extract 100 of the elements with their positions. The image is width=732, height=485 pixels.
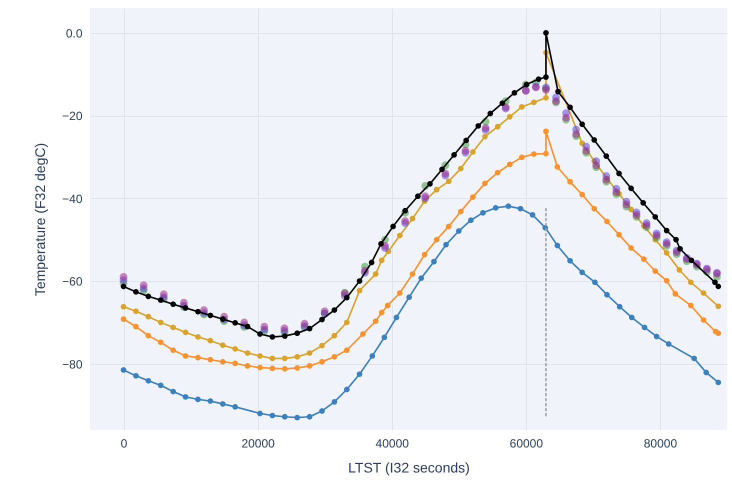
point <box>232 320 238 326</box>
point <box>691 356 697 362</box>
x-tick-label: 0 <box>120 436 128 450</box>
point <box>120 316 126 322</box>
point <box>458 208 464 214</box>
point <box>382 334 388 340</box>
point <box>300 320 308 328</box>
point <box>506 203 512 209</box>
point <box>378 258 385 264</box>
point <box>579 121 585 128</box>
point <box>270 334 276 340</box>
point <box>554 242 560 248</box>
point <box>372 318 378 324</box>
x-axis-title: LTST (I32 seconds) <box>348 460 470 476</box>
point <box>604 218 610 224</box>
point <box>543 94 549 101</box>
point <box>603 153 610 159</box>
point <box>356 288 362 294</box>
point <box>158 339 164 346</box>
point <box>257 364 263 370</box>
point <box>616 232 622 238</box>
point <box>700 290 706 296</box>
point <box>463 138 469 144</box>
point <box>244 324 250 330</box>
point <box>158 320 164 326</box>
point <box>182 330 188 336</box>
point <box>543 128 549 134</box>
point <box>703 370 710 376</box>
point <box>257 331 263 337</box>
point <box>270 356 276 362</box>
point <box>402 208 408 214</box>
point <box>567 104 573 110</box>
point <box>208 398 214 404</box>
point <box>536 76 542 82</box>
point <box>410 271 416 277</box>
point <box>344 347 350 353</box>
point <box>628 245 634 251</box>
point <box>688 302 694 308</box>
point <box>494 170 501 176</box>
point <box>418 275 424 281</box>
point <box>170 347 176 353</box>
point <box>664 278 670 284</box>
point <box>543 30 549 36</box>
point <box>715 330 722 336</box>
point <box>195 334 201 340</box>
point <box>410 216 416 222</box>
point <box>257 353 263 359</box>
x-tick-label: 80000 <box>644 436 678 450</box>
point <box>431 258 437 264</box>
point <box>628 206 634 212</box>
point <box>666 341 672 347</box>
point <box>332 307 338 313</box>
point <box>487 110 494 116</box>
point <box>294 414 300 420</box>
point <box>652 268 658 274</box>
point <box>712 279 718 286</box>
point <box>396 290 403 296</box>
point <box>415 193 421 200</box>
point <box>372 271 378 277</box>
point <box>182 394 188 400</box>
point <box>195 396 201 402</box>
point <box>386 248 392 254</box>
point <box>456 228 462 234</box>
point <box>543 74 549 80</box>
point <box>306 363 312 369</box>
point <box>344 386 350 392</box>
point <box>434 186 440 192</box>
point <box>344 294 350 300</box>
point <box>446 224 452 230</box>
point <box>518 104 525 110</box>
point <box>475 123 482 129</box>
point <box>579 270 585 276</box>
point <box>306 326 312 332</box>
point <box>439 166 445 172</box>
point <box>182 305 188 311</box>
point <box>591 206 598 212</box>
point <box>232 404 238 410</box>
x-tick-label: 20000 <box>241 436 276 450</box>
point <box>458 166 464 172</box>
point <box>554 164 560 170</box>
point <box>133 308 139 314</box>
point <box>512 90 518 96</box>
point <box>434 236 440 243</box>
point <box>260 322 268 330</box>
point <box>306 414 312 420</box>
point <box>146 294 152 300</box>
point <box>492 205 498 211</box>
point <box>688 279 694 286</box>
point <box>604 292 610 298</box>
point <box>220 401 226 407</box>
point <box>506 162 513 168</box>
point <box>120 273 128 281</box>
point <box>158 382 164 388</box>
point <box>530 212 536 218</box>
point <box>672 291 678 297</box>
point <box>555 88 561 94</box>
point <box>120 367 126 373</box>
point <box>232 346 238 352</box>
point <box>270 366 276 372</box>
point <box>480 210 486 216</box>
